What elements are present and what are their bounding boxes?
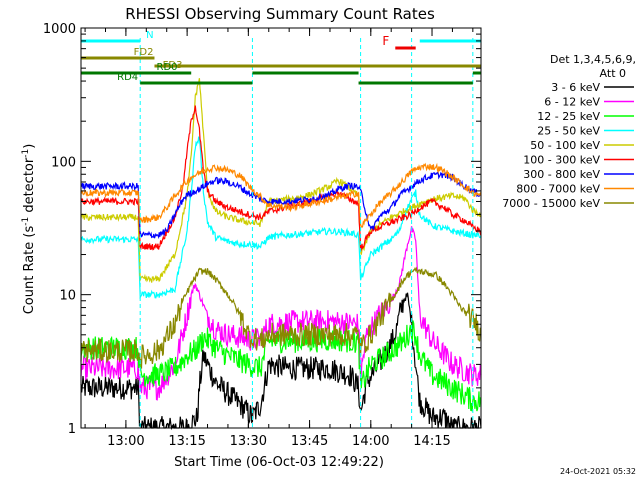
- series-line-7: [80, 162, 482, 229]
- legend-header-line2: Att 0: [600, 67, 626, 80]
- y-tick-label-3: 1000: [43, 22, 76, 37]
- legend-label-1: 6 - 12 keV: [544, 96, 600, 109]
- y-axis-label-part1: Count Rate (s: [22, 226, 37, 315]
- y-tick-label-1: 10: [59, 289, 76, 304]
- y-axis-label-sup1: -1: [21, 217, 31, 226]
- x-tick-label-5: 14:15: [413, 434, 450, 449]
- plot-frame: [80, 27, 482, 429]
- series-line-4: [80, 78, 482, 283]
- y-tick-label-0: 1: [68, 422, 76, 437]
- y-axis-label-part2: detector: [22, 157, 37, 217]
- annotation-label-fd3: FD3: [163, 60, 183, 71]
- series-layer: [80, 78, 482, 431]
- legend-label-8: 7000 - 15000 keV: [502, 197, 600, 210]
- x-tick-label-4: 14:00: [352, 434, 389, 449]
- legend: Det 1,3,4,5,6,9, Att 0 3 - 6 keV 6 - 12 k…: [502, 53, 636, 210]
- legend-label-7: 800 - 7000 keV: [516, 183, 600, 196]
- x-tick-label-2: 13:30: [230, 434, 267, 449]
- annotation-label-rd0: RD0: [157, 62, 178, 73]
- legend-label-3: 25 - 50 keV: [537, 125, 600, 138]
- annotation-label-n: N: [146, 30, 153, 41]
- y-tick-label-2: 100: [51, 155, 76, 170]
- legend-label-0: 3 - 6 keV: [551, 81, 600, 94]
- annotation-label-f: F: [382, 34, 389, 48]
- y-axis-label-sup2: -1: [21, 149, 31, 158]
- legend-header-line1: Det 1,3,4,5,6,9,: [550, 53, 636, 66]
- series-line-1: [80, 226, 482, 401]
- legend-label-4: 50 - 100 keV: [530, 139, 600, 152]
- x-tick-label-0: 13:00: [107, 434, 144, 449]
- series-line-8: [80, 266, 482, 369]
- x-tick-label-1: 13:15: [168, 434, 205, 449]
- annotation-label-rd4: RD4: [117, 72, 138, 83]
- y-axis-ticks: 1 10 100 1000: [43, 22, 481, 437]
- annotation-label-fd2: FD2: [134, 47, 154, 58]
- x-tick-label-3: 13:45: [291, 434, 328, 449]
- series-line-2: [80, 320, 482, 412]
- chart-title: RHESSI Observing Summary Count Rates: [125, 5, 435, 23]
- y-axis-label: Count Rate (s-1 detector-1): [21, 144, 37, 315]
- x-axis-label: Start Time (06-Oct-03 12:49:22): [174, 455, 384, 470]
- legend-label-5: 100 - 300 keV: [523, 154, 600, 167]
- series-line-0: [80, 292, 482, 431]
- series-line-3: [80, 136, 482, 300]
- timestamp: 24-Oct-2021 05:32: [560, 467, 636, 476]
- legend-label-6: 300 - 800 keV: [523, 168, 600, 181]
- series-line-6: [80, 170, 482, 240]
- x-axis-ticks: 13:00 13:15 13:30 13:45 14:00 14:15: [84, 28, 474, 449]
- legend-label-2: 12 - 25 keV: [537, 110, 600, 123]
- y-axis-label-part3: ): [22, 144, 37, 149]
